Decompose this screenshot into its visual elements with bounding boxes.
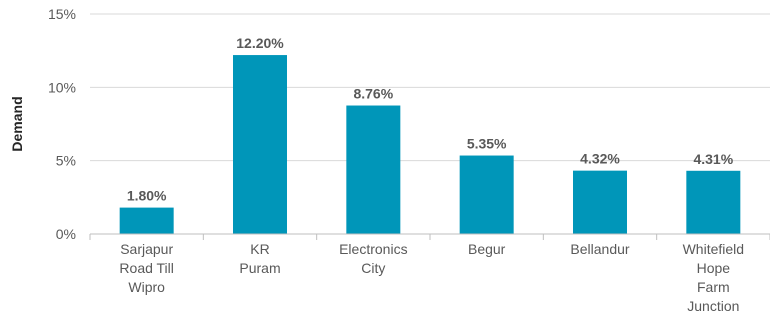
bars (119, 55, 741, 235)
x-tick-label: Electronics City (339, 241, 407, 276)
bar (573, 170, 627, 234)
x-tick-label: Begur (468, 241, 506, 257)
category-labels: Sarjapur Road Till Wipro KR Puram Electronics… (119, 241, 744, 314)
x-tick-label: Whitefield Hope Farm Junction (683, 241, 744, 314)
grid-lines (90, 13, 770, 162)
bar (346, 105, 401, 235)
data-label: 4.32% (580, 151, 620, 167)
x-tick-label: Bellandur (570, 241, 629, 257)
bar (119, 207, 174, 234)
bar (233, 55, 287, 234)
bar (459, 155, 514, 234)
y-axis-label: Demand (9, 96, 25, 151)
data-label: 12.20% (236, 35, 284, 51)
y-tick-label: 5% (56, 153, 76, 169)
y-tick-label: 0% (56, 226, 76, 242)
x-axis (89, 233, 770, 240)
data-label: 5.35% (467, 136, 507, 152)
data-label: 8.76% (353, 86, 393, 102)
data-label: 4.31% (693, 151, 733, 167)
x-tick-label: Sarjapur Road Till Wipro (119, 241, 173, 295)
data-labels: 1.80% 12.20% 8.76% 5.35% 4.32% 4.31% (127, 35, 734, 204)
bar (686, 170, 741, 234)
y-tick-label: 10% (48, 79, 76, 95)
x-tick-label: KR Puram (239, 241, 280, 276)
data-label: 1.80% (127, 188, 167, 204)
y-axis-ticks: 0% 5% 10% 15% (48, 6, 76, 242)
y-tick-label: 15% (48, 6, 76, 22)
